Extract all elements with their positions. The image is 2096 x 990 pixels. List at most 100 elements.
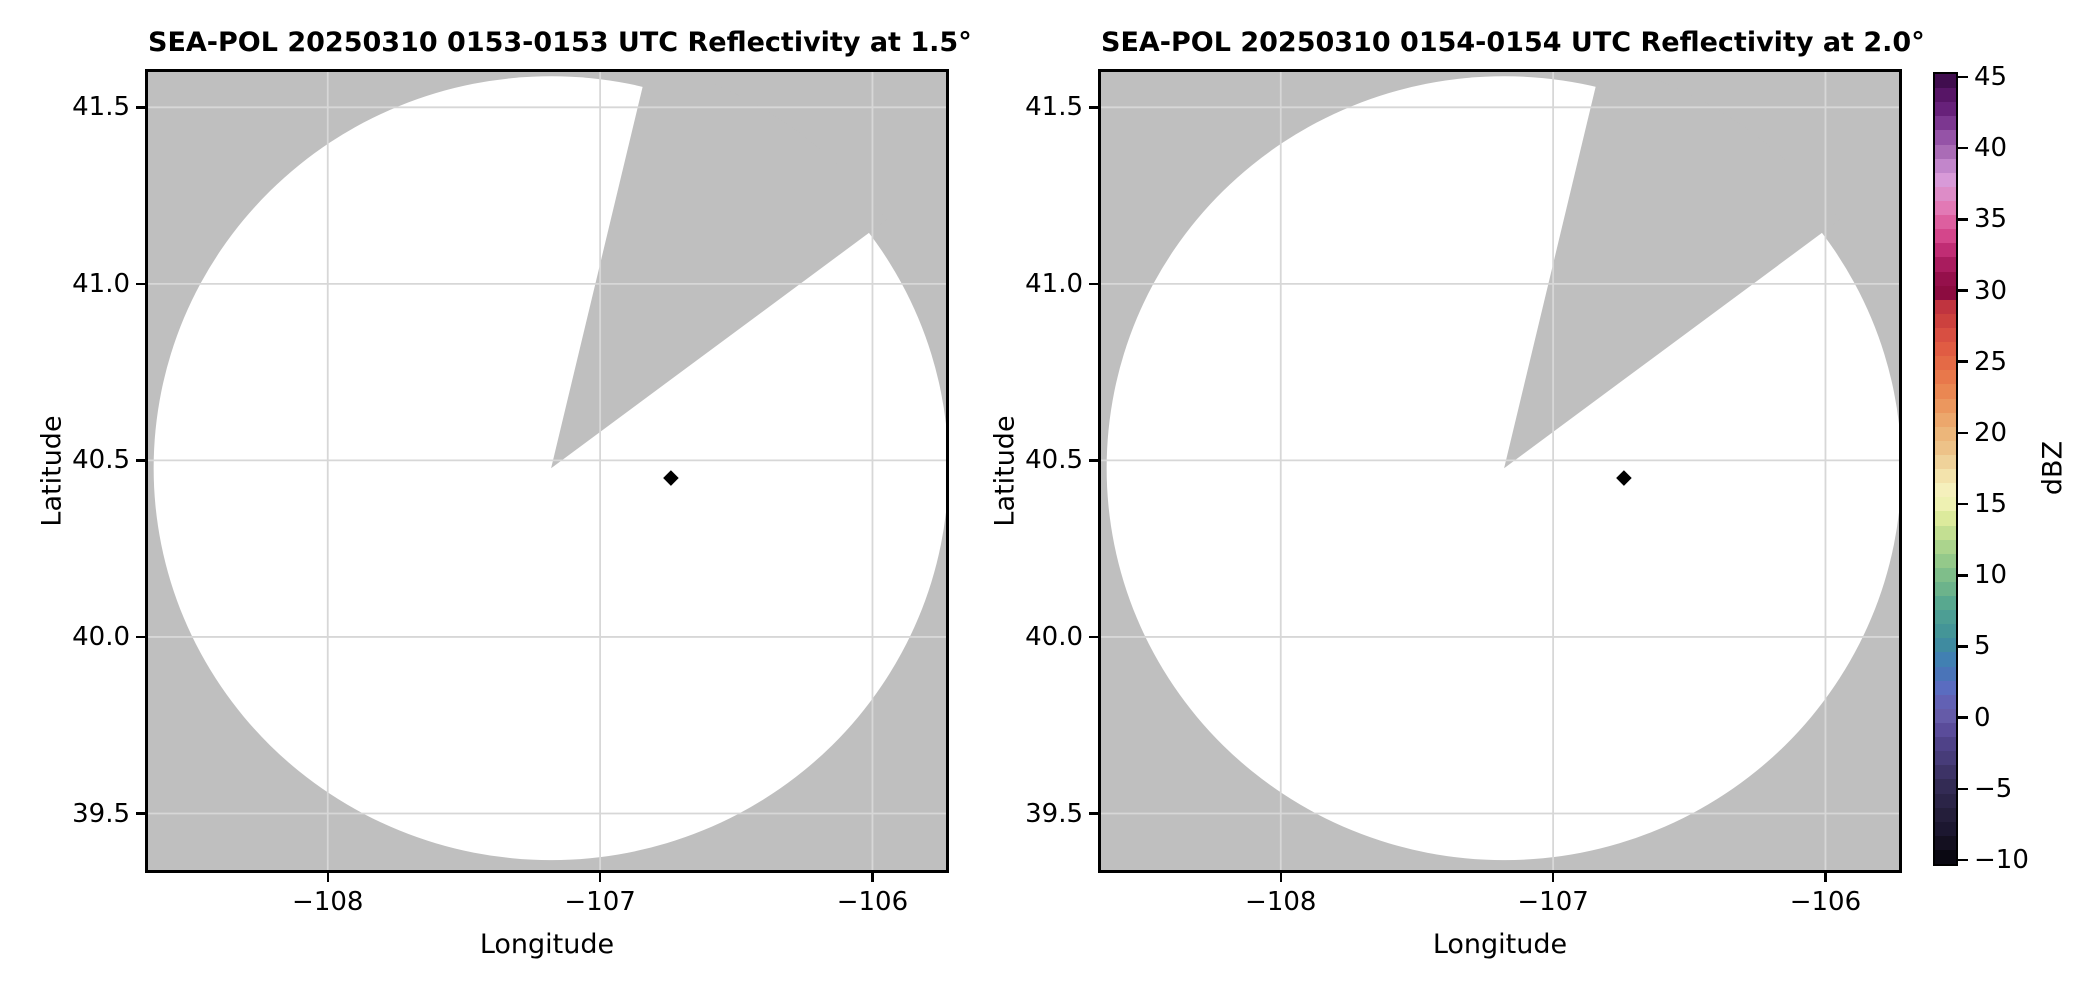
x-tick-mark	[871, 870, 874, 882]
colorbar-tick-mark	[1958, 787, 1968, 791]
colorbar-band	[1935, 779, 1956, 794]
x-tick-mark	[1551, 870, 1555, 882]
y-tick-mark	[1089, 635, 1101, 639]
colorbar-band	[1935, 215, 1956, 230]
y-tick-mark	[136, 812, 148, 815]
echo-point-marker	[1616, 470, 1632, 486]
colorbar-band	[1935, 483, 1956, 498]
colorbar-tick-label: 15	[1974, 489, 2008, 520]
colorbar-band	[1935, 186, 1956, 201]
colorbar-tick-mark	[1958, 858, 1968, 862]
y-tick-label: 40.5	[1025, 445, 1083, 476]
colorbar-band	[1935, 200, 1956, 216]
colorbar-band	[1935, 807, 1956, 822]
radar-map	[148, 72, 946, 870]
colorbar-tick-mark	[1958, 360, 1968, 363]
colorbar-tick-label: 40	[1974, 133, 2008, 164]
colorbar-band	[1935, 793, 1956, 808]
colorbar-band	[1935, 299, 1956, 314]
colorbar-band	[1935, 694, 1956, 709]
colorbar-band	[1935, 88, 1956, 103]
x-tick-mark	[1824, 870, 1827, 882]
colorbar-band	[1935, 229, 1956, 244]
right-plot-title: SEA-POL 20250310 0154-0154 UTC Reflectiv…	[1101, 27, 1925, 58]
colorbar-band	[1935, 440, 1956, 455]
y-tick-label: 39.5	[1025, 798, 1083, 829]
colorbar-band	[1935, 158, 1956, 173]
right-plot-xlabel: Longitude	[1432, 929, 1568, 960]
colorbar-band	[1935, 708, 1956, 724]
x-tick-label: −106	[836, 887, 909, 917]
y-tick-label: 41.0	[72, 268, 130, 299]
y-tick-label: 40.5	[72, 445, 130, 476]
right-plot-axes	[1101, 72, 1899, 870]
colorbar-tick-label: −5	[1974, 773, 2013, 804]
y-tick-label: 41.5	[72, 92, 130, 123]
colorbar-band	[1935, 737, 1956, 752]
colorbar-band	[1935, 469, 1956, 484]
colorbar-band	[1935, 172, 1956, 187]
y-tick-label: 41.5	[1025, 92, 1083, 123]
colorbar-tick-label: 20	[1974, 417, 2008, 448]
colorbar-band	[1935, 553, 1956, 568]
colorbar-tick-mark	[1958, 645, 1968, 648]
colorbar-tick-label: 45	[1974, 62, 2008, 92]
colorbar-band	[1935, 497, 1956, 512]
colorbar-band	[1935, 624, 1956, 639]
colorbar-tick-label: 30	[1974, 275, 2008, 306]
colorbar-band	[1935, 327, 1956, 343]
colorbar-band	[1935, 511, 1956, 526]
y-tick-mark	[136, 282, 148, 286]
colorbar-tick-label: 10	[1974, 560, 2008, 591]
colorbar-tick-label: 0	[1974, 702, 1991, 733]
colorbar-band	[1935, 850, 1956, 865]
colorbar-band	[1935, 539, 1956, 554]
colorbar-tick-label: −10	[1974, 845, 2029, 875]
colorbar-band	[1935, 342, 1956, 357]
colorbar-band	[1935, 271, 1956, 286]
colorbar-band	[1935, 610, 1956, 625]
colorbar-band	[1935, 370, 1956, 385]
colorbar-band	[1935, 356, 1956, 371]
colorbar-band	[1935, 525, 1956, 540]
y-tick-mark	[136, 459, 148, 462]
x-tick-label: −107	[1517, 887, 1589, 917]
colorbar-band	[1935, 257, 1956, 272]
colorbar-tick-mark	[1958, 218, 1968, 221]
colorbar-band	[1935, 243, 1956, 258]
colorbar-band	[1935, 384, 1956, 399]
left-plot-xlabel: Longitude	[479, 929, 615, 960]
colorbar-tick-mark	[1958, 502, 1968, 506]
y-tick-label: 40.0	[1025, 621, 1083, 652]
y-tick-mark	[1089, 106, 1101, 109]
y-tick-mark	[136, 635, 148, 639]
colorbar-band	[1935, 835, 1956, 851]
colorbar-band	[1935, 398, 1956, 413]
colorbar-tick-mark	[1958, 431, 1968, 435]
colorbar-tick-mark	[1958, 146, 1968, 150]
x-tick-label: −108	[1245, 887, 1317, 917]
colorbar-band	[1935, 751, 1956, 766]
x-tick-mark	[1279, 870, 1282, 882]
colorbar-band	[1935, 412, 1956, 427]
colorbar-band	[1935, 130, 1956, 145]
colorbar-band	[1935, 74, 1956, 89]
radar-map	[1101, 72, 1899, 870]
x-tick-label: −106	[1789, 887, 1862, 917]
y-tick-mark	[1089, 812, 1101, 815]
colorbar-band	[1935, 666, 1956, 681]
colorbar-band	[1935, 821, 1956, 836]
colorbar-band	[1935, 652, 1956, 667]
colorbar-band	[1935, 680, 1956, 695]
x-tick-label: −108	[292, 887, 364, 917]
colorbar-band	[1935, 596, 1956, 611]
left-plot-title: SEA-POL 20250310 0153-0153 UTC Reflectiv…	[148, 27, 972, 58]
y-tick-label: 39.5	[72, 798, 130, 829]
x-tick-mark	[326, 870, 329, 882]
colorbar-band	[1935, 454, 1956, 470]
left-plot-axes	[148, 72, 946, 870]
colorbar-band	[1935, 313, 1956, 328]
colorbar	[1933, 72, 1958, 866]
colorbar-tick-mark	[1958, 716, 1968, 719]
